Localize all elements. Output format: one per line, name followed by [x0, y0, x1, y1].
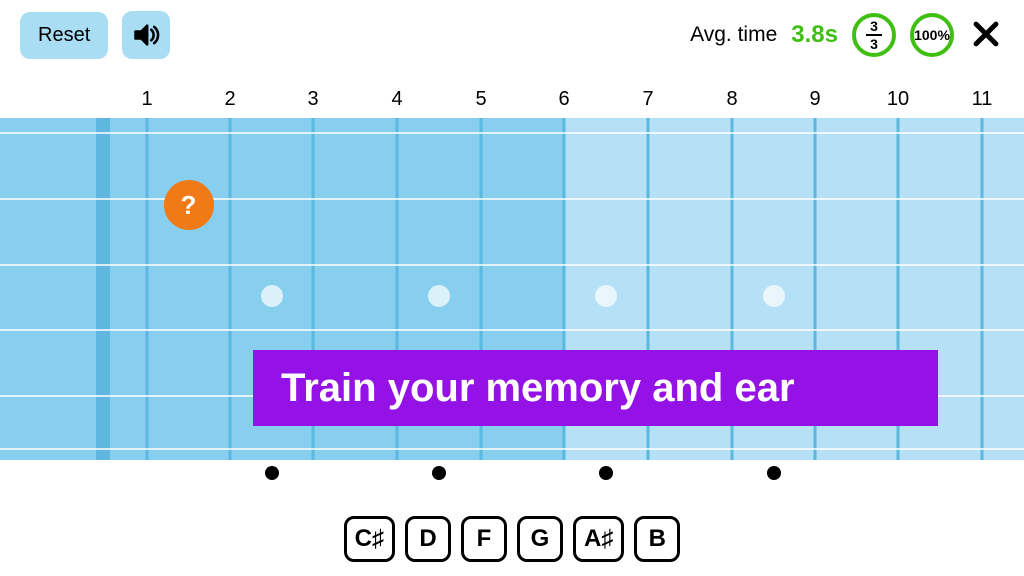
- fret-number: 8: [726, 88, 737, 111]
- fret-marker-dot: [432, 466, 446, 480]
- target-note-marker[interactable]: ?: [164, 180, 214, 230]
- nut: [96, 118, 110, 460]
- note-button[interactable]: C♯: [344, 516, 395, 562]
- fret-number: 11: [972, 88, 993, 111]
- close-icon: [969, 17, 1003, 51]
- fret-marker-dot: [599, 466, 613, 480]
- note-button[interactable]: G: [517, 516, 563, 562]
- percent-value: 100%: [914, 27, 950, 43]
- fret-number: 6: [558, 88, 569, 111]
- note-button[interactable]: F: [461, 516, 507, 562]
- fret-line: [229, 118, 232, 460]
- fret-line: [981, 118, 984, 460]
- fret-number: 5: [475, 88, 486, 111]
- sound-button[interactable]: [122, 11, 170, 59]
- note-button[interactable]: D: [405, 516, 451, 562]
- string-line: [0, 198, 1024, 200]
- note-button[interactable]: A♯: [573, 516, 624, 562]
- fret-marker-dot: [265, 466, 279, 480]
- fret-number: 4: [391, 88, 402, 111]
- note-button-row: C♯DFGA♯B: [0, 516, 1024, 562]
- fret-number: 3: [307, 88, 318, 111]
- avg-time-value: 3.8s: [791, 21, 838, 49]
- inlay-dot: [763, 285, 785, 307]
- fret-number: 7: [642, 88, 653, 111]
- score-numerator: 3: [870, 19, 878, 33]
- note-button[interactable]: B: [634, 516, 680, 562]
- score-badge: 3 3: [852, 13, 896, 57]
- score-denominator: 3: [870, 37, 878, 51]
- fret-number: 9: [809, 88, 820, 111]
- string-line: [0, 132, 1024, 134]
- reset-button[interactable]: Reset: [20, 12, 108, 59]
- fret-number: 2: [224, 88, 235, 111]
- avg-time-label: Avg. time: [690, 23, 777, 47]
- fret-number: 10: [887, 88, 909, 111]
- string-line: [0, 448, 1024, 450]
- fret-number: 1: [141, 88, 152, 111]
- fret-marker-row: [0, 466, 1024, 482]
- fret-marker-dot: [767, 466, 781, 480]
- close-button[interactable]: [968, 17, 1004, 53]
- percent-badge: 100%: [910, 13, 954, 57]
- banner-text: Train your memory and ear: [281, 366, 795, 411]
- inlay-dot: [428, 285, 450, 307]
- string-line: [0, 264, 1024, 266]
- speaker-icon: [132, 21, 160, 49]
- fret-number-row: 1 2 3 4 5 6 7 8 9 10 11: [0, 88, 1024, 114]
- inlay-dot: [595, 285, 617, 307]
- string-line: [0, 329, 1024, 331]
- fret-line: [146, 118, 149, 460]
- promo-banner: Train your memory and ear: [253, 350, 938, 426]
- inlay-dot: [261, 285, 283, 307]
